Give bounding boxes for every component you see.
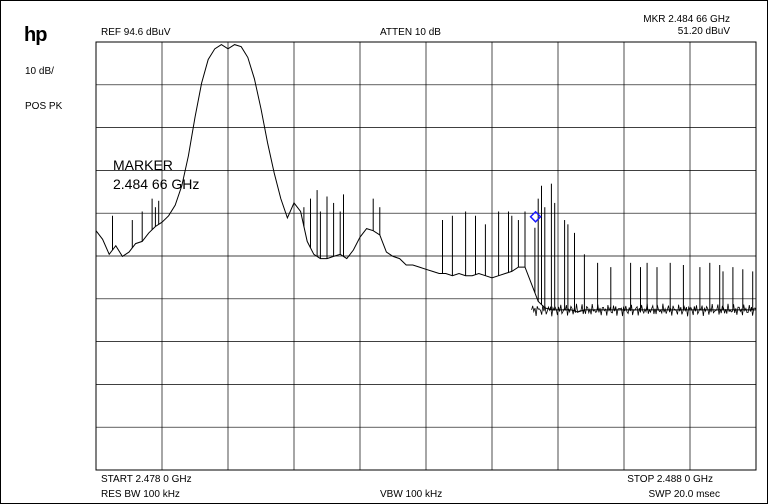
- marker-level-readout: 51.20 dBuV: [677, 26, 730, 37]
- attenuation-label: ATTEN 10 dB: [380, 27, 441, 38]
- marker-annotation-title: MARKER: [113, 157, 173, 173]
- marker-diamond-icon: [529, 210, 542, 223]
- marker-annotation-freq: 2.484 66 GHz: [113, 176, 200, 192]
- marker-diamond-shape: [529, 210, 542, 223]
- marker-freq-readout: MKR 2.484 66 GHz: [643, 14, 730, 25]
- hp-logo: hp: [24, 24, 47, 46]
- plot-grid: [95, 41, 757, 471]
- sweep-time-label: SWP 20.0 msec: [648, 489, 720, 500]
- trace-spikes: [112, 183, 757, 317]
- rbw-label: RES BW 100 kHz: [101, 489, 180, 500]
- start-freq-label: START 2.478 0 GHz: [101, 474, 192, 485]
- stop-freq-label: STOP 2.488 0 GHz: [627, 474, 713, 485]
- vbw-label: VBW 100 kHz: [380, 489, 443, 500]
- detector-label: POS PK: [25, 101, 63, 112]
- scale-label: 10 dB/: [25, 66, 54, 77]
- noise-floor-ripple: [531, 303, 757, 317]
- ref-level-label: REF 94.6 dBuV: [101, 27, 171, 38]
